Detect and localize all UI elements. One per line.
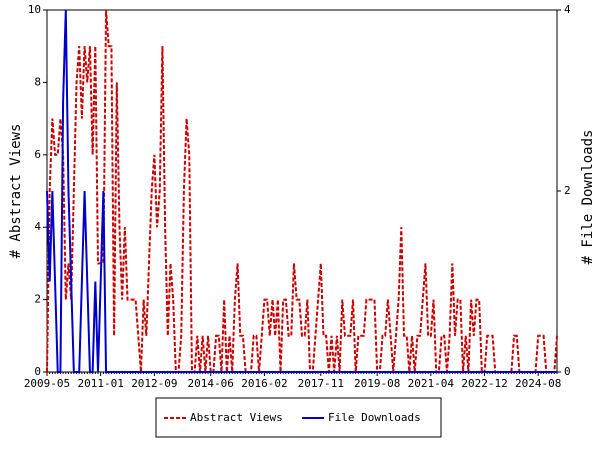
x-tick-label: 2012-09 xyxy=(131,377,177,390)
x-tick-label: 2011-01 xyxy=(78,377,124,390)
x-tick-label: 2009-05 xyxy=(24,377,70,390)
y-tick-label: 4 xyxy=(34,220,41,233)
series-line xyxy=(46,9,558,373)
x-tick-label: 2021-04 xyxy=(408,377,455,390)
legend-label: File Downloads xyxy=(328,411,421,424)
plot-frame xyxy=(46,9,558,373)
legend xyxy=(155,397,442,438)
y-axis-title: # Abstract Views xyxy=(8,124,24,259)
x-tick-label: 2017-11 xyxy=(298,377,344,390)
y2-tick-label: 0 xyxy=(564,365,571,378)
y2-tick-label: 2 xyxy=(564,184,571,197)
y-tick-label: 6 xyxy=(34,148,41,161)
y2-tick-label: 4 xyxy=(564,3,571,16)
x-tick-label: 2016-02 xyxy=(241,377,287,390)
legend-label: Abstract Views xyxy=(190,411,283,424)
y-tick-label: 8 xyxy=(34,75,41,88)
y-tick-label: 10 xyxy=(28,3,41,16)
y2-axis-title: # File Downloads xyxy=(580,130,596,265)
x-tick-label: 2022-12 xyxy=(461,377,507,390)
y-tick-label: 0 xyxy=(34,365,41,378)
series-line xyxy=(46,9,557,373)
x-tick-label: 2014-06 xyxy=(188,377,234,390)
x-tick-label: 2019-08 xyxy=(354,377,400,390)
y-tick-label: 2 xyxy=(34,293,41,306)
x-tick-label: 2024-08 xyxy=(515,377,561,390)
